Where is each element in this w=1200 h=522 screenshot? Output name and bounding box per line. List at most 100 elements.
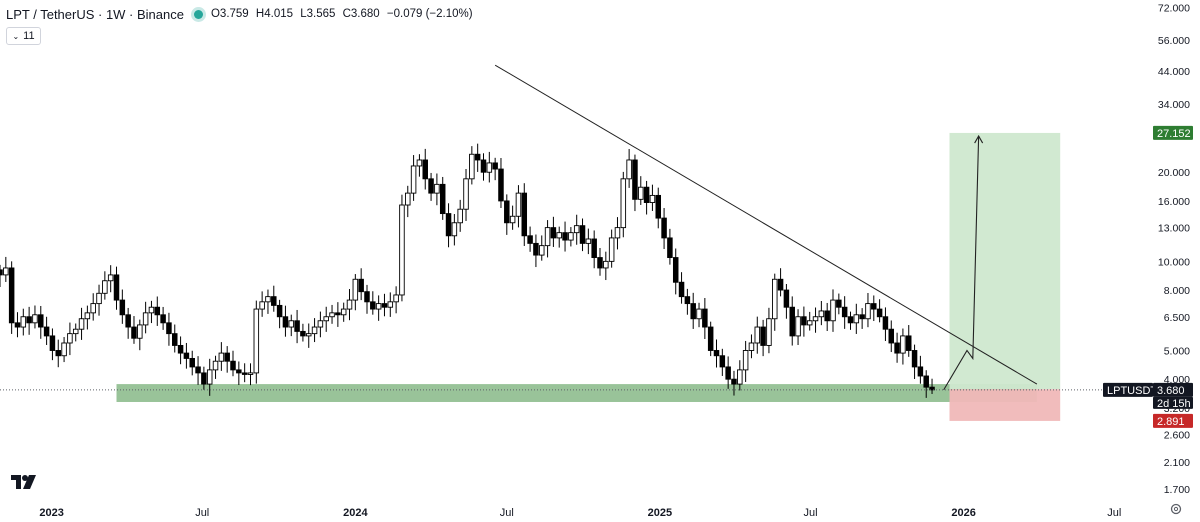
candle-body [305,333,312,337]
x-tick-label: Jul [804,507,818,519]
candle-body [731,378,737,385]
x-tick-label: Jul [195,507,209,519]
candle-body [678,281,685,298]
y-tick-label: 2.100 [1164,457,1190,469]
y-tick-label: 5.000 [1164,345,1190,357]
candle-body [480,159,487,173]
candle-body [527,235,533,244]
candle-body [265,296,271,303]
candle-body [812,316,819,322]
current-price-label: 3.680 [1153,382,1193,397]
candle-body [591,238,597,259]
y-tick-label: 1.700 [1164,484,1190,496]
candle-body [882,316,889,330]
candle-body [579,225,586,244]
candle-body [888,328,895,344]
candle-body [690,303,696,320]
candle-body [667,237,673,259]
symbol-header[interactable]: LPT / TetherUS · 1W · Binance O3.759 H4.… [6,4,477,24]
candle-body [696,308,702,320]
candlestick-series [0,143,935,398]
candle-body [49,335,56,351]
annotation-lines [494,64,1038,391]
candle-body [649,194,656,203]
candle-body [876,308,883,318]
candle-body [457,208,463,224]
ohlc-readout: O3.759 H4.015 L3.565 C3.680 −0.079 (−2.1… [211,8,477,20]
chevron-down-icon: ⌄ [12,31,20,41]
candle-body [317,320,324,328]
candle-body [492,162,498,170]
candle-body [748,342,755,351]
candle-body [451,222,458,237]
candle-body [789,306,795,337]
long-position-stop-zone [949,389,1061,421]
settings-gear-icon[interactable] [1170,503,1182,515]
candle-body [737,369,743,385]
candle-body [614,227,621,239]
candle-body [847,316,854,324]
candle-body [783,289,790,308]
candle-body [707,326,714,351]
x-tick-label: 2025 [648,507,672,519]
candle-body [137,324,143,339]
candle-body [422,159,428,180]
candle-body [131,326,137,339]
candle-body [498,168,504,202]
candle-body [911,350,918,368]
candle-body [154,306,161,316]
candle-body [562,232,568,241]
long-position-profit-zone [949,132,1061,390]
target-price-label-bg [1153,125,1193,140]
candle-body [521,192,528,237]
candle-body [538,245,545,256]
candle-body [288,320,295,328]
candle-body [597,257,603,269]
candle-body [201,372,207,385]
ohlc-open: O3.759 [210,8,249,20]
candle-body [8,267,15,324]
candle-body [824,310,830,322]
symbol-title[interactable]: LPT / TetherUS · 1W · Binance [6,6,184,22]
indicators-toggle-button[interactable]: ⌄ 11 [6,27,41,45]
candle-body [638,186,644,200]
y-tick-label: 10.000 [1158,256,1190,268]
candle-body [253,308,260,374]
candle-body [381,303,388,308]
target-price-label-text: 27.152 [1157,128,1191,140]
candle-countdown-label-text: 2d 15h [1157,398,1191,410]
candle-body [387,301,394,308]
candle-body [177,344,184,354]
candle-body [183,352,190,359]
candle-body [67,333,73,344]
indicators-count: 11 [23,30,35,42]
candle-body [585,238,592,244]
candle-body [311,326,318,335]
candle-body [923,375,929,388]
candle-body [224,352,230,362]
candle-body [102,280,108,294]
current-price-label-text: 3.680 [1157,385,1185,397]
candle-body [556,232,562,239]
market-status-dot-icon [193,9,203,19]
candle-body [323,316,329,322]
candle-body [410,165,417,194]
candle-body [166,322,172,335]
y-tick-label: 56.000 [1158,35,1190,47]
candle-body [340,308,347,316]
candle-body [0,269,3,276]
candle-body [900,335,906,354]
candle-body [836,299,842,308]
y-tick-label: 16.000 [1158,196,1190,208]
candle-body [370,301,376,310]
candle-body [486,162,493,173]
candle-body [672,257,679,283]
tradingview-logo-icon[interactable] [10,470,40,492]
candle-body [26,316,32,324]
candle-body [160,314,166,324]
time-axis[interactable]: 2023 Jul 2024 Jul 2025 Jul 2026 Jul [39,507,1121,519]
candle-body [865,303,871,320]
candle-body [795,316,801,337]
candle-body [713,350,720,357]
